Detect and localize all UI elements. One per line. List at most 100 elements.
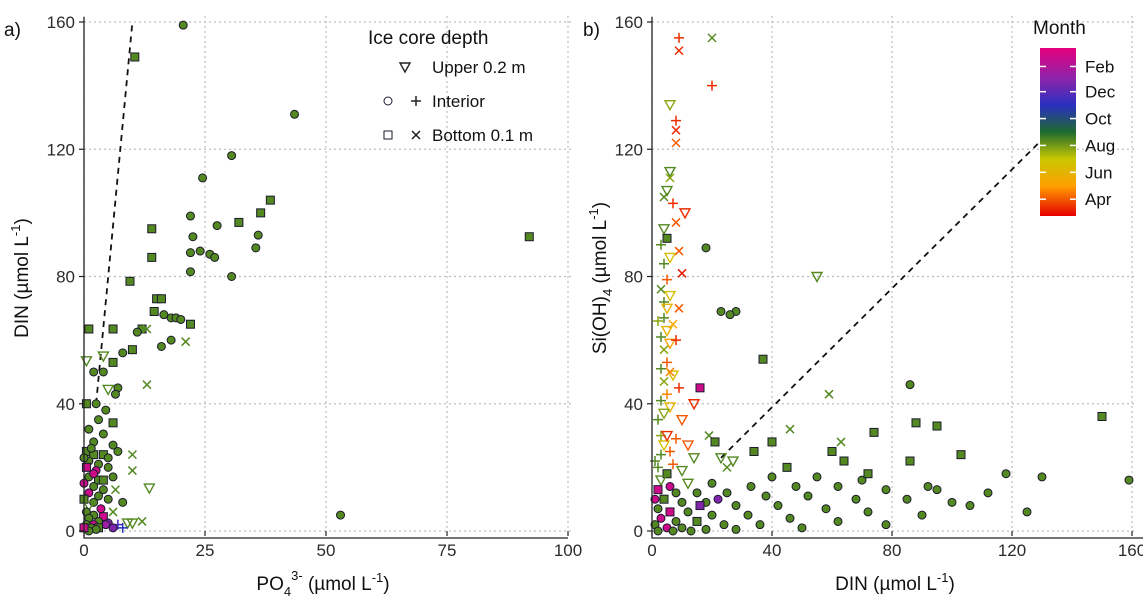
data-point (773, 501, 783, 511)
data-point (666, 370, 680, 382)
data-point (653, 462, 663, 473)
data-point (725, 310, 735, 320)
legend-square-icon (383, 130, 393, 140)
data-point (917, 510, 927, 520)
data-point (707, 510, 717, 520)
data-point (665, 481, 675, 491)
data-point (674, 46, 684, 56)
data-point (142, 324, 152, 334)
data-point (665, 173, 675, 183)
data-point (149, 306, 159, 316)
data-point (707, 478, 717, 488)
data-point (659, 296, 669, 307)
data-point (701, 243, 711, 253)
data-point (687, 453, 701, 465)
y-tick-label: 120 (615, 140, 643, 159)
panel-b-y-axis-title: Si(OH)4 (µmol L-1) (586, 202, 615, 354)
data-point (749, 446, 759, 456)
data-point (86, 443, 96, 453)
colorbar-label: Jun (1085, 163, 1112, 182)
data-point (110, 485, 120, 495)
data-point (1022, 507, 1032, 517)
data-point (210, 252, 220, 262)
data-point (692, 516, 702, 526)
x-tick-label: 0 (647, 541, 656, 560)
data-point (674, 32, 684, 43)
data-point (681, 478, 695, 490)
data-point (524, 232, 534, 242)
panel-b-x-ticks: 0 40 80 120 160 (647, 531, 1143, 560)
data-point (662, 274, 672, 285)
data-point (265, 195, 275, 205)
data-point (671, 138, 681, 148)
data-point (663, 290, 677, 303)
data-point (833, 516, 843, 526)
data-point (746, 481, 756, 491)
y-tick-label: 160 (615, 13, 643, 32)
data-point (113, 446, 123, 456)
panel-b-axes (651, 17, 1143, 539)
data-point (683, 507, 693, 517)
x-tick-label: 40 (763, 541, 782, 560)
data-point (126, 518, 139, 530)
data-point (671, 335, 681, 346)
data-point (671, 115, 681, 126)
data-point (810, 271, 824, 283)
x-tick-label: 75 (438, 541, 457, 560)
data-point (147, 252, 157, 262)
data-point (336, 510, 346, 520)
panel-a-axes (83, 17, 568, 539)
data-point (713, 494, 723, 504)
data-point (98, 485, 108, 495)
data-point (824, 389, 834, 399)
data-point (659, 345, 669, 355)
panel-b-y-ticks: 0 40 80 120 160 (615, 13, 652, 541)
data-point (118, 497, 128, 507)
data-point (1001, 469, 1011, 479)
data-point (983, 488, 993, 498)
legend-plus-icon (411, 96, 421, 106)
month-colorbar-ticks: Feb Dec Oct Aug Jun Apr (1040, 57, 1116, 209)
legend-label-upper: Upper 0.2 m (432, 58, 526, 77)
data-point (663, 402, 677, 414)
panel-a: a) 0 40 80 120 160 0 25 50 75 100 PO43- (µmol L-… (4, 13, 582, 599)
data-point (130, 52, 140, 62)
data-point (108, 507, 118, 517)
data-point (671, 516, 681, 526)
data-point (707, 80, 717, 91)
data-point (654, 475, 668, 487)
data-point (188, 232, 198, 242)
data-point (96, 504, 106, 514)
data-point (89, 469, 99, 479)
legend-label-interior: Interior (432, 92, 485, 111)
data-point (674, 382, 684, 393)
data-point (147, 224, 157, 234)
data-point (675, 414, 689, 427)
data-point (84, 324, 94, 334)
data-point (851, 494, 861, 504)
data-point (923, 481, 933, 491)
y-tick-label: 0 (66, 522, 75, 541)
month-legend-title: Month (1033, 18, 1086, 39)
data-point (674, 303, 684, 313)
data-point (137, 516, 147, 526)
x-tick-label: 80 (883, 541, 902, 560)
data-point (657, 224, 671, 236)
data-point (659, 258, 669, 269)
colorbar-label: Apr (1085, 190, 1112, 209)
data-point (656, 284, 666, 294)
panel-b: b) 0 40 80 120 160 0 40 80 120 160 DIN (µmol L-1… (583, 13, 1143, 595)
data-point (782, 462, 792, 472)
data-point (656, 395, 666, 406)
panel-b-label: b) (583, 20, 600, 41)
data-point (663, 100, 677, 112)
data-point (256, 208, 266, 218)
data-point (103, 494, 113, 504)
data-point (932, 421, 942, 431)
data-point (91, 524, 101, 534)
x-tick-label: 160 (1118, 541, 1143, 560)
data-point (726, 456, 740, 468)
x-tick-label: 100 (554, 541, 582, 560)
data-point (668, 198, 678, 209)
